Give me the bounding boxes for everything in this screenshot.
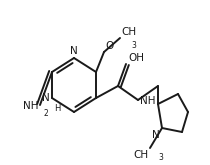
Text: NH: NH bbox=[22, 101, 38, 111]
Text: CH: CH bbox=[121, 27, 136, 37]
Text: H: H bbox=[54, 104, 60, 113]
Text: N: N bbox=[70, 46, 78, 56]
Text: 3: 3 bbox=[158, 153, 163, 162]
Text: OH: OH bbox=[128, 53, 144, 63]
Text: N: N bbox=[42, 93, 50, 103]
Text: CH: CH bbox=[133, 150, 148, 160]
Text: 2: 2 bbox=[43, 109, 48, 118]
Text: N: N bbox=[152, 130, 160, 140]
Text: O: O bbox=[105, 41, 113, 51]
Text: 3: 3 bbox=[131, 41, 136, 50]
Text: NH: NH bbox=[140, 96, 155, 106]
